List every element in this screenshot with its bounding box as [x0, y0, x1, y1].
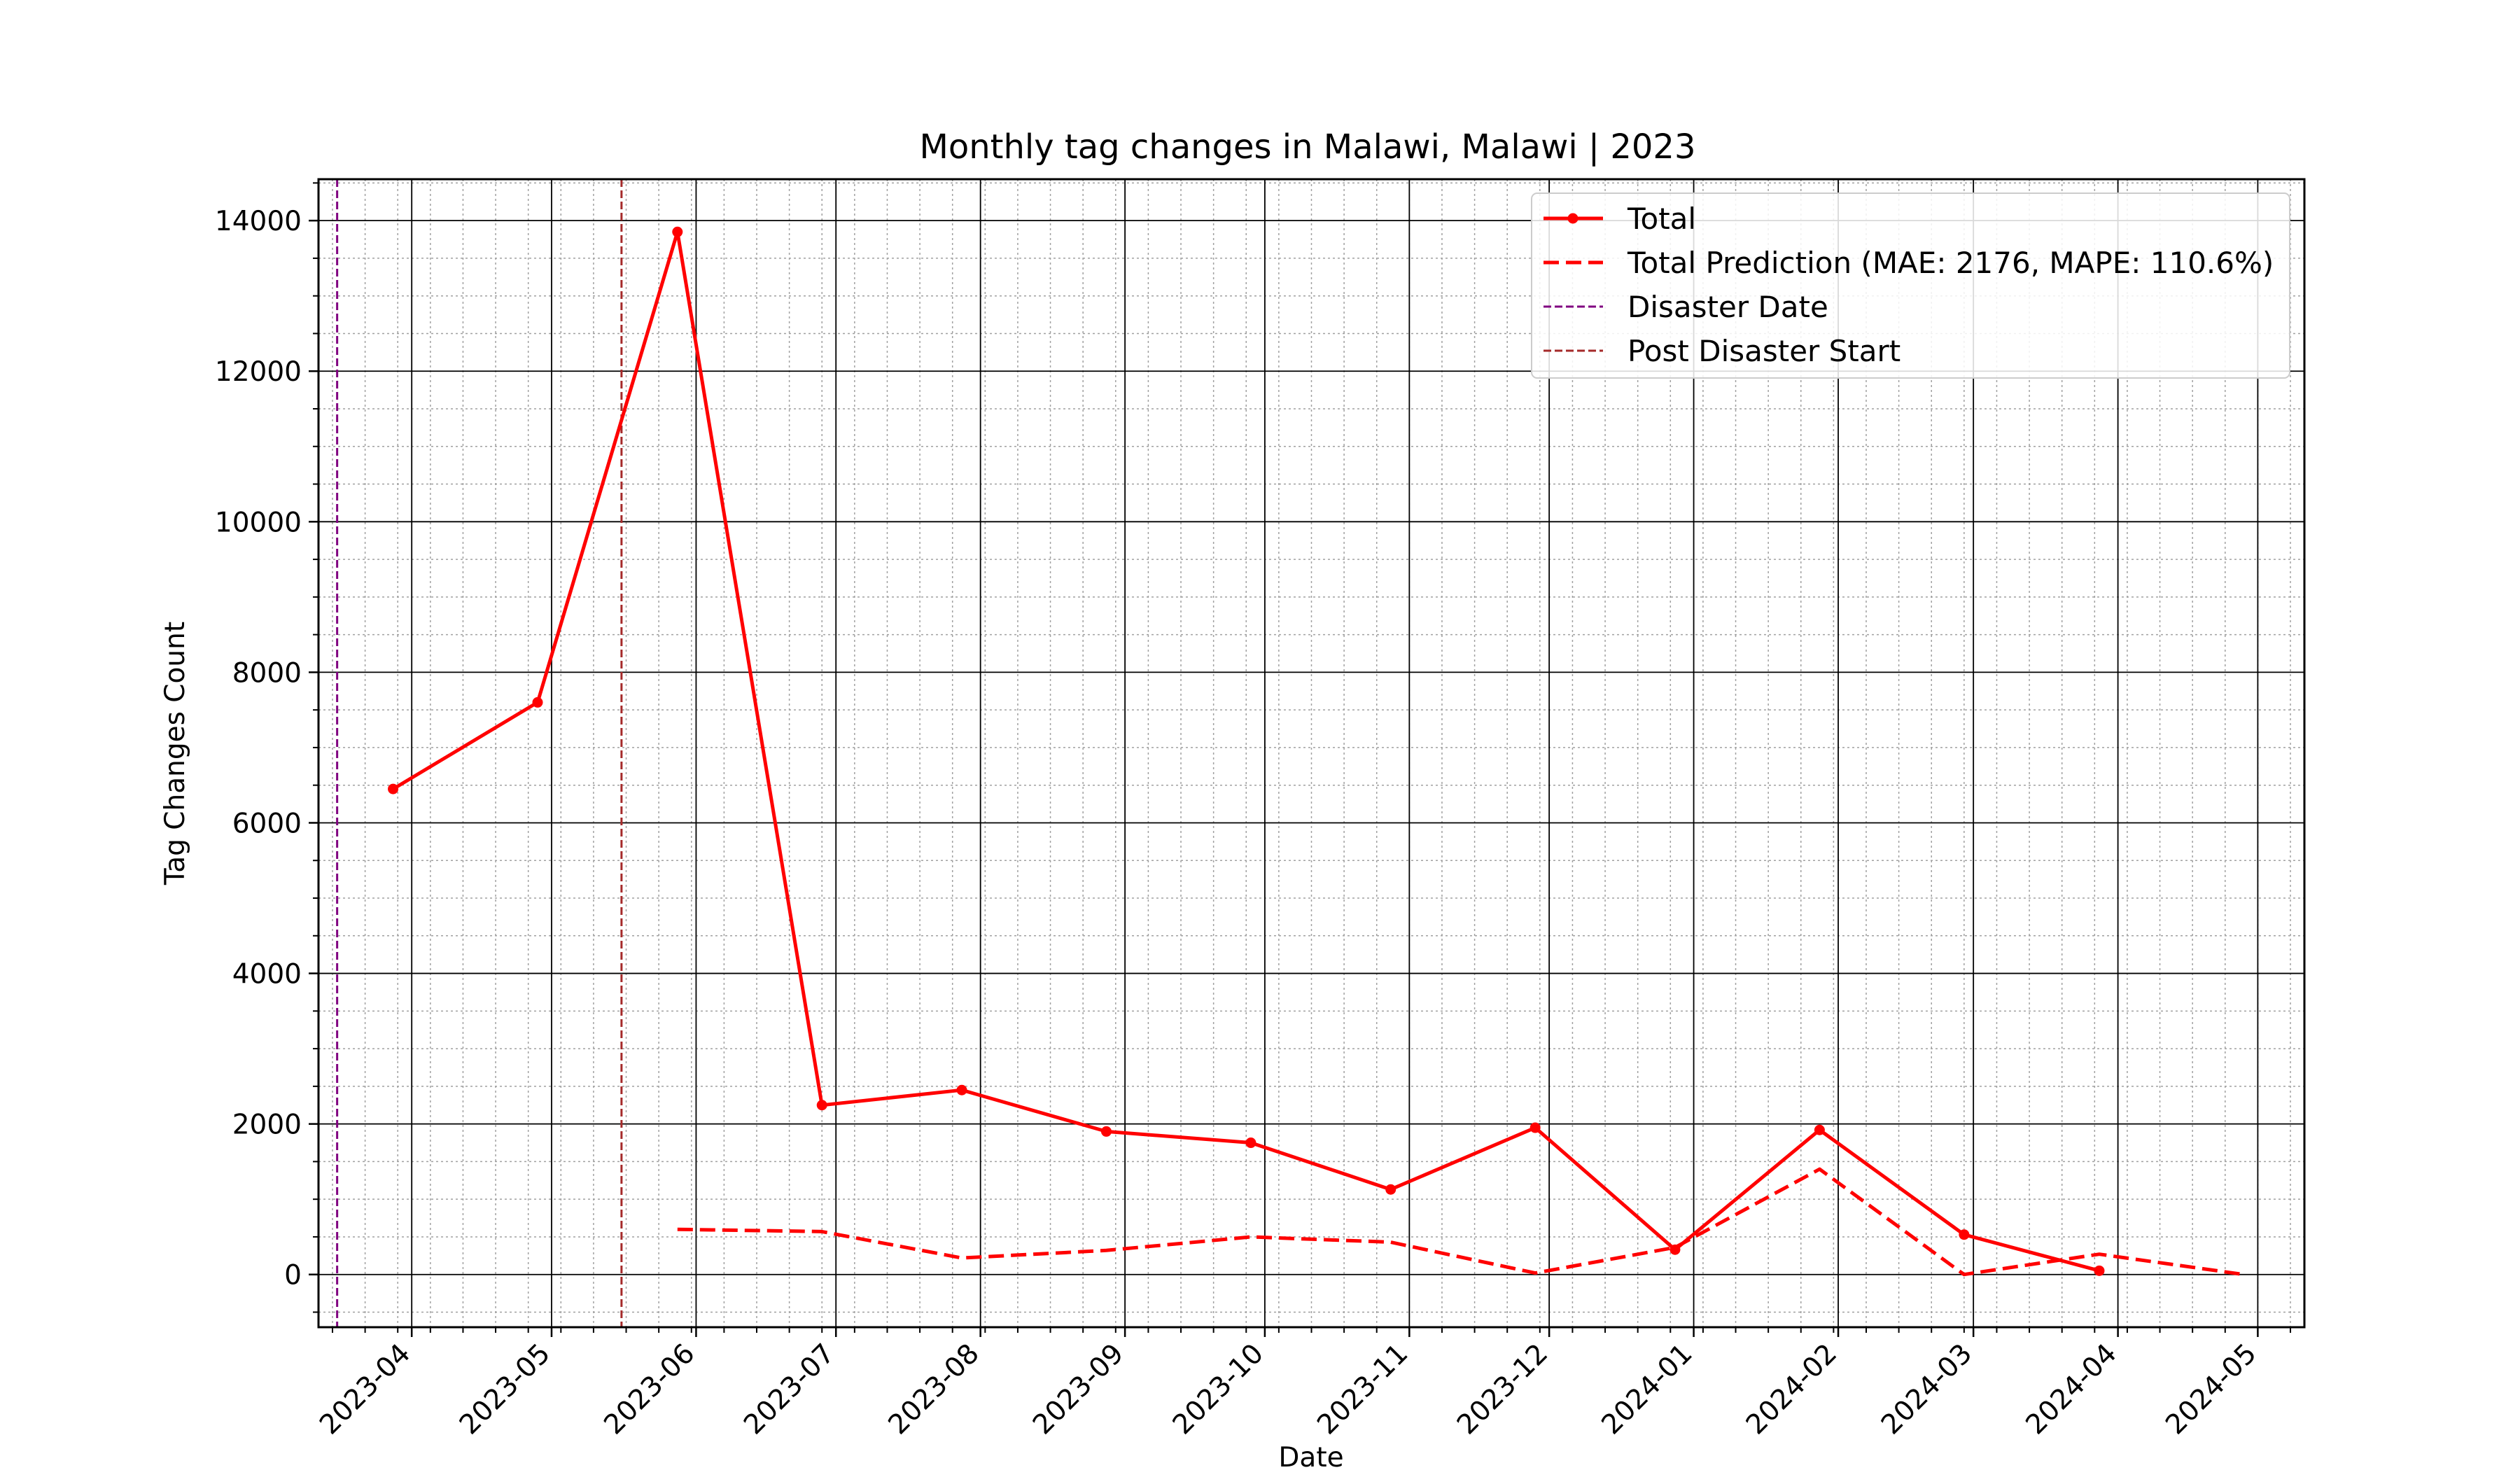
- x-axis-label: Date: [1278, 1442, 1343, 1470]
- legend-post-disaster-start-label: Post Disaster Start: [1628, 334, 1900, 368]
- total-point: [672, 226, 683, 237]
- series-layer: [388, 226, 2244, 1277]
- legend-post-disaster-start: Post Disaster Start: [1544, 334, 1900, 368]
- total-point: [1100, 1126, 1112, 1137]
- legend-total-label: Total: [1627, 202, 1696, 236]
- y-tick-label: 10000: [215, 507, 302, 538]
- total-point: [532, 696, 543, 708]
- total-point: [1959, 1229, 1970, 1240]
- total-point: [1530, 1122, 1541, 1133]
- legend-prediction: Total Prediction (MAE: 2176, MAPE: 110.6…: [1544, 246, 2274, 280]
- total-point: [1385, 1184, 1396, 1195]
- chart-title: Monthly tag changes in Malawi, Malawi | …: [919, 127, 1695, 167]
- total-point: [816, 1100, 827, 1111]
- legend-total-marker: [1567, 213, 1578, 224]
- y-tick-label: 0: [284, 1260, 302, 1292]
- legend-disaster-date: Disaster Date: [1544, 290, 1828, 324]
- y-axis-label: Tag Changes Count: [160, 622, 191, 886]
- prediction-line: [677, 1167, 2244, 1277]
- legend-prediction-label: Total Prediction (MAE: 2176, MAPE: 110.6…: [1627, 246, 2274, 280]
- y-tick-label: 4000: [232, 959, 302, 990]
- legend: Total Total Prediction (MAE: 2176, MAPE: …: [1531, 192, 2290, 379]
- legend-total: Total: [1544, 202, 1696, 236]
- total-point: [1245, 1138, 1256, 1149]
- y-tick-label: 8000: [232, 657, 302, 689]
- y-tick-labels: 0 2000 4000 6000 8000 10000 12000 14000: [215, 206, 302, 1292]
- total-point: [2094, 1265, 2105, 1276]
- legend-disaster-date-label: Disaster Date: [1628, 290, 1828, 324]
- y-tick-label: 12000: [215, 356, 302, 388]
- y-tick-label: 14000: [215, 206, 302, 237]
- total-point: [956, 1084, 967, 1096]
- y-tick-label: 2000: [232, 1110, 302, 1141]
- reference-lines: [336, 179, 623, 1327]
- axis-ticks: [309, 182, 2292, 1337]
- legend-box: [1531, 192, 2290, 379]
- total-point: [1814, 1124, 1825, 1135]
- total-point: [388, 783, 399, 794]
- y-tick-label: 6000: [232, 808, 302, 839]
